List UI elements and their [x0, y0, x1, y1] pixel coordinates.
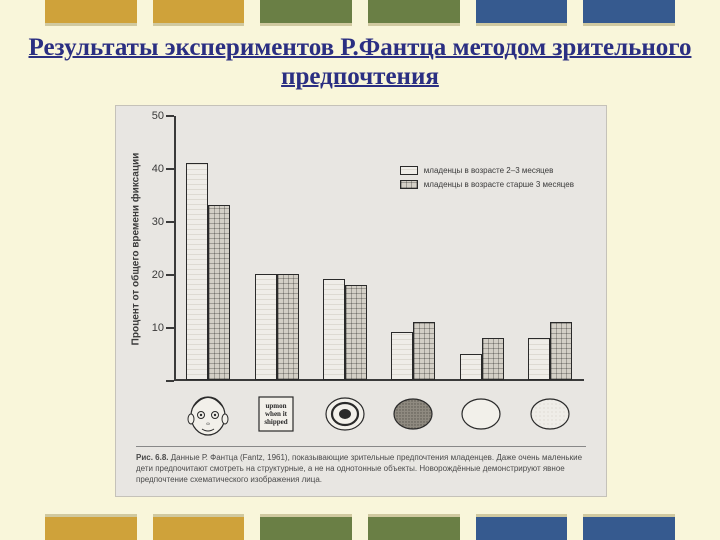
y-tick — [166, 115, 174, 117]
stimulus-blank-1 — [447, 386, 515, 441]
y-tick-label: 30 — [152, 216, 164, 228]
y-tick — [166, 274, 174, 276]
bar-blank-2-a — [528, 338, 550, 380]
bar-newsprint-a — [255, 274, 277, 380]
y-tick-label: 50 — [152, 110, 164, 122]
y-axis-title: Процент от общего времени фиксации — [131, 152, 142, 345]
stimulus-blank-2 — [516, 386, 584, 441]
light-disc-icon — [527, 391, 573, 437]
bar-blank-1-a — [460, 354, 482, 381]
stimuli-row: ω upmon when it shipped — [174, 386, 584, 441]
x-axis — [174, 379, 584, 381]
bar-blank-1-b — [482, 338, 504, 380]
decor-band-cell — [476, 514, 568, 540]
decor-band-cell — [153, 0, 245, 26]
chart-frame: Процент от общего времени фиксации младе… — [115, 105, 607, 497]
decor-band-cell — [260, 514, 352, 540]
legend-label-b: младенцы в возрасте старше 3 месяцев — [424, 180, 574, 189]
chart-legend: младенцы в возрасте 2–3 месяцев младенцы… — [400, 166, 574, 194]
bar-solid-dark-a — [391, 332, 413, 380]
y-tick — [166, 221, 174, 223]
caption-text: Данные Р. Фантца (Fantz, 1961), показыва… — [136, 453, 582, 484]
decor-band-cell — [583, 0, 675, 26]
decor-band-cell — [368, 0, 460, 26]
decor-band-cell — [45, 514, 137, 540]
bar-newsprint-b — [277, 274, 299, 380]
dark-disc-icon — [390, 391, 436, 437]
stimulus-bullseye — [311, 386, 379, 441]
legend-item-a: младенцы в возрасте 2–3 месяцев — [400, 166, 574, 175]
bar-bullseye-a — [323, 279, 345, 380]
legend-swatch-a — [400, 166, 418, 175]
decor-band-cell — [153, 514, 245, 540]
bar-bullseye-b — [345, 285, 367, 380]
y-tick — [166, 327, 174, 329]
decor-band-cell — [583, 514, 675, 540]
legend-label-a: младенцы в возрасте 2–3 месяцев — [424, 166, 554, 175]
y-tick-label: 40 — [152, 163, 164, 175]
bullseye-icon — [322, 391, 368, 437]
bar-face-a — [186, 163, 208, 380]
stimulus-face: ω — [174, 386, 242, 441]
y-axis — [174, 116, 176, 381]
decor-band-cell — [260, 0, 352, 26]
face-icon: ω — [185, 391, 231, 437]
bar-solid-dark-b — [413, 322, 435, 380]
svg-text:when it: when it — [265, 410, 288, 418]
decor-band-top — [45, 0, 675, 26]
legend-swatch-b — [400, 180, 418, 189]
figure-caption: Рис. 6.8. Данные Р. Фантца (Fantz, 1961)… — [136, 446, 586, 485]
decor-band-cell — [45, 0, 137, 26]
y-tick-label: 20 — [152, 269, 164, 281]
stimulus-newsprint: upmon when it shipped — [242, 386, 310, 441]
caption-prefix: Рис. 6.8. — [136, 453, 169, 462]
y-tick — [166, 168, 174, 170]
stimulus-solid-dark — [379, 386, 447, 441]
svg-text:upmon: upmon — [266, 402, 287, 410]
blank-disc-icon — [458, 391, 504, 437]
decor-band-cell — [476, 0, 568, 26]
slide-root: Результаты экспериментов Р.Фантца методо… — [0, 0, 720, 540]
svg-text:shipped: shipped — [265, 418, 288, 426]
legend-item-b: младенцы в возрасте старше 3 месяцев — [400, 180, 574, 189]
newsprint-icon: upmon when it shipped — [253, 391, 299, 437]
chart-plot: Процент от общего времени фиксации младе… — [174, 116, 584, 381]
decor-band-bottom — [45, 514, 675, 540]
y-tick — [166, 380, 174, 382]
y-tick-label: 10 — [152, 322, 164, 334]
bar-blank-2-b — [550, 322, 572, 380]
decor-band-cell — [368, 514, 460, 540]
bar-face-b — [208, 205, 230, 380]
page-title: Результаты экспериментов Р.Фантца методо… — [0, 34, 720, 92]
